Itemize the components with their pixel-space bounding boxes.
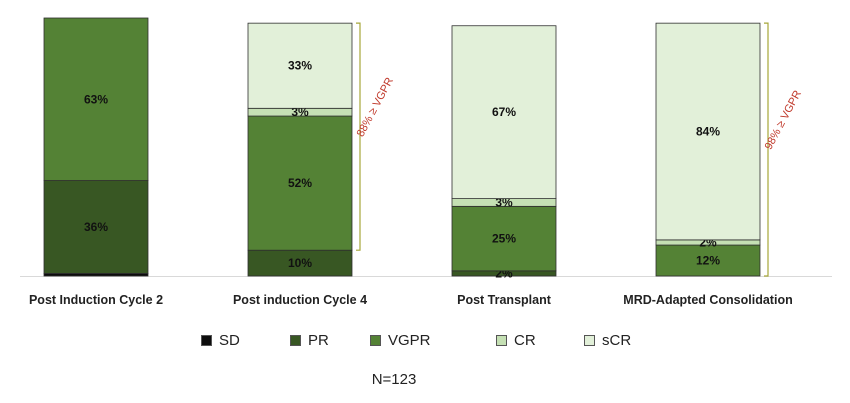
legend-swatch-vgpr: [370, 334, 381, 346]
legend-label-vgpr: VGPR: [388, 331, 431, 349]
legend-item-pr: PR: [290, 328, 329, 352]
bar-segment-vgpr-2: [247, 115, 353, 251]
x-tick-label-1: Post Induction Cycle 2: [29, 293, 163, 307]
bar-segment-vgpr-3: [451, 205, 557, 272]
legend-swatch-cr: [496, 334, 507, 346]
x-tick-label-4: MRD-Adapted Consolidation: [623, 293, 792, 307]
sample-size-note: N=123: [0, 371, 850, 389]
bar-segment-pr-2: [247, 249, 353, 277]
legend-swatch-sd: [201, 334, 212, 346]
x-tick-label-2: Post induction Cycle 4: [233, 293, 367, 307]
legend-item-cr: CR: [496, 328, 536, 352]
legend-item-sd: SD: [201, 328, 240, 352]
segment-label-scr-3: 67%: [492, 105, 516, 119]
legend-label-cr: CR: [514, 331, 536, 349]
bar-segment-scr-2: [247, 22, 353, 109]
legend-item-vgpr: VGPR: [370, 328, 431, 352]
bracket-label-1: 88% ≥ VGPR: [355, 76, 396, 139]
bar-segment-vgpr-1: [43, 17, 149, 181]
segment-label-scr-4: 84%: [696, 125, 720, 139]
legend-swatch-scr: [584, 334, 595, 346]
segment-label-vgpr-3: 25%: [492, 232, 516, 246]
x-tick-label-3: Post Transplant: [457, 293, 552, 307]
sample-size-text: N=123: [371, 371, 417, 388]
segment-label-pr-2: 10%: [288, 256, 312, 270]
legend-item-scr: sCR: [584, 328, 631, 352]
segment-label-scr-2: 33%: [288, 59, 312, 73]
legend-label-sd: SD: [219, 331, 240, 349]
bracket-2: [764, 22, 769, 277]
legend: SD PR VGPR CR sCR: [0, 328, 850, 352]
stacked-bar-chart: 36%63%Post Induction Cycle 210%52%3%33%P…: [20, 17, 832, 307]
bracket-label-2: 98% ≥ VGPR: [763, 88, 804, 151]
segment-label-vgpr-1: 63%: [84, 92, 108, 106]
bar-segment-pr-1: [43, 180, 149, 274]
segment-label-vgpr-4: 12%: [696, 254, 720, 268]
segment-label-pr-1: 36%: [84, 220, 108, 234]
bar-segment-scr-3: [451, 25, 557, 200]
bracket-1: [356, 22, 361, 251]
legend-swatch-pr: [290, 334, 301, 346]
legend-label-pr: PR: [308, 331, 329, 349]
bar-segment-scr-4: [655, 22, 761, 241]
legend-label-scr: sCR: [602, 331, 632, 349]
segment-label-vgpr-2: 52%: [288, 176, 312, 190]
